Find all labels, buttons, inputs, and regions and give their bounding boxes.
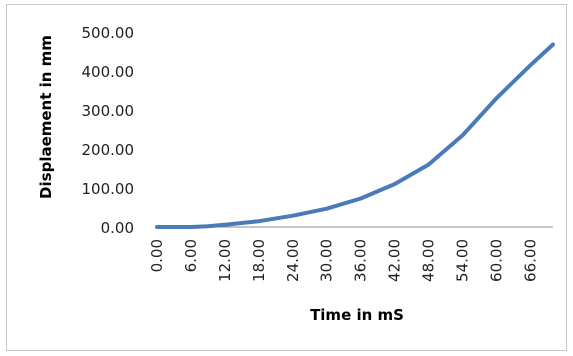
x-tick-label: 12.00 bbox=[216, 239, 234, 282]
x-tick-label: 60.00 bbox=[487, 239, 505, 282]
x-tick-label: 24.00 bbox=[284, 239, 302, 282]
x-tick-labels: 0.00 6.00 12.00 18.00 24.00 30.00 36.00 42.00 48… bbox=[148, 239, 539, 282]
x-tick-label: 18.00 bbox=[250, 239, 268, 282]
y-tick-label: 400.00 bbox=[82, 63, 135, 81]
x-tick-label: 66.00 bbox=[521, 239, 539, 282]
x-tick-label: 6.00 bbox=[182, 239, 200, 272]
x-tick-label: 42.00 bbox=[386, 239, 404, 282]
y-tick-label: 0.00 bbox=[101, 219, 134, 237]
x-tick-label: 36.00 bbox=[352, 239, 370, 282]
y-axis-title: Displaement in mm bbox=[37, 35, 55, 199]
x-tick-label: 30.00 bbox=[318, 239, 336, 282]
y-tick-label: 200.00 bbox=[82, 141, 135, 159]
series-line bbox=[155, 42, 555, 229]
y-tick-labels: 0.00 100.00 200.00 300.00 400.00 500.00 bbox=[82, 24, 135, 237]
x-tick-label: 54.00 bbox=[453, 239, 471, 282]
y-tick-label: 100.00 bbox=[82, 180, 135, 198]
y-tick-label: 300.00 bbox=[82, 102, 135, 120]
x-axis-title: Time in mS bbox=[310, 306, 404, 324]
x-tick-label: 48.00 bbox=[420, 239, 438, 282]
chart-frame bbox=[6, 4, 567, 351]
y-tick-label: 500.00 bbox=[82, 24, 135, 42]
x-tick-label: 0.00 bbox=[148, 239, 166, 272]
